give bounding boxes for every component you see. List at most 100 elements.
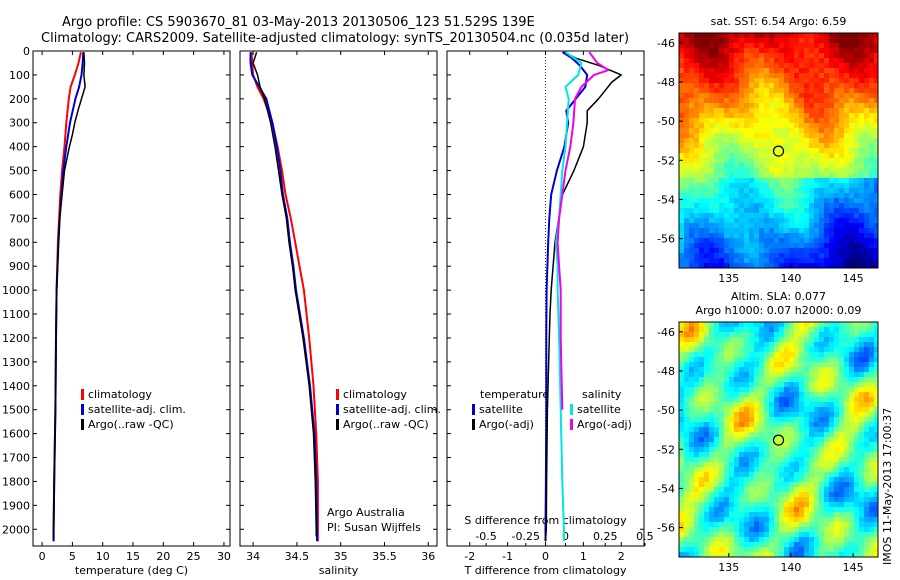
heatmap-cell	[794, 457, 799, 462]
heatmap-cell	[679, 487, 684, 492]
heatmap-cell	[819, 387, 824, 392]
heatmap-cell	[819, 457, 824, 462]
heatmap-cell	[824, 233, 829, 238]
heatmap-cell	[764, 427, 769, 432]
heatmap-cell	[849, 527, 854, 532]
heatmap-cell	[739, 367, 744, 372]
heatmap-cell	[774, 213, 779, 218]
series-salinity-climatology	[250, 52, 319, 542]
heatmap-cell	[764, 123, 769, 128]
heatmap-cell	[719, 532, 724, 537]
heatmap-cell	[784, 372, 789, 377]
heatmap-cell	[809, 472, 814, 477]
heatmap-cell	[684, 327, 689, 332]
heatmap-cell	[874, 357, 878, 362]
heatmap-cell	[804, 43, 809, 48]
heatmap-cell	[729, 392, 734, 397]
heatmap-cell	[699, 397, 704, 402]
heatmap-cell	[754, 422, 759, 427]
heatmap-cell	[769, 108, 774, 113]
heatmap-cell	[734, 342, 739, 347]
heatmap-cell	[774, 377, 779, 382]
heatmap-cell	[819, 527, 824, 532]
heatmap-cell	[874, 53, 878, 58]
heatmap-cell	[844, 502, 849, 507]
heatmap-cell	[849, 148, 854, 153]
heatmap-cell	[734, 497, 739, 502]
heatmap-cell	[769, 153, 774, 158]
heatmap-cell	[759, 63, 764, 68]
heatmap-cell	[714, 542, 719, 547]
heatmap-cell	[709, 402, 714, 407]
heatmap-cell	[679, 492, 684, 497]
heatmap-cell	[804, 178, 809, 183]
heatmap-cell	[799, 337, 804, 342]
heatmap-cell	[869, 108, 874, 113]
heatmap-cell	[769, 407, 774, 412]
heatmap-cell	[874, 163, 878, 168]
heatmap-cell	[779, 477, 784, 482]
heatmap-cell	[749, 198, 754, 203]
heatmap-cell	[714, 203, 719, 208]
heatmap-cell	[729, 432, 734, 437]
heatmap-cell	[864, 243, 869, 248]
heatmap-cell	[714, 183, 719, 188]
heatmap-cell	[854, 113, 859, 118]
heatmap-cell	[709, 417, 714, 422]
heatmap-cell	[749, 248, 754, 253]
heatmap-cell	[829, 238, 834, 243]
heatmap-cell	[699, 372, 704, 377]
heatmap-cell	[704, 48, 709, 53]
heatmap-cell	[769, 118, 774, 123]
heatmap-cell	[789, 138, 794, 143]
depth-tick-label: 600	[9, 188, 30, 201]
heatmap-cell	[789, 342, 794, 347]
heatmap-cell	[804, 138, 809, 143]
heatmap-cell	[819, 33, 824, 38]
heatmap-cell	[859, 228, 864, 233]
heatmap-cell	[789, 258, 794, 263]
heatmap-cell	[844, 258, 849, 263]
heatmap-cell	[779, 63, 784, 68]
heatmap-cell	[814, 457, 819, 462]
heatmap-cell	[769, 517, 774, 522]
heatmap-cell	[874, 233, 878, 238]
heatmap-cell	[794, 68, 799, 73]
heatmap-cell	[699, 73, 704, 78]
heatmap-cell	[684, 332, 689, 337]
heatmap-cell	[689, 537, 694, 542]
heatmap-cell	[724, 248, 729, 253]
heatmap-cell	[684, 472, 689, 477]
heatmap-cell	[714, 382, 719, 387]
heatmap-cell	[729, 133, 734, 138]
heatmap-cell	[859, 452, 864, 457]
heatmap-cell	[754, 497, 759, 502]
heatmap-cell	[794, 462, 799, 467]
heatmap-cell	[799, 507, 804, 512]
heatmap-cell	[744, 497, 749, 502]
heatmap-cell	[779, 58, 784, 63]
heatmap-cell	[774, 73, 779, 78]
heatmap-cell	[679, 73, 684, 78]
heatmap-cell	[684, 43, 689, 48]
heatmap-cell	[694, 487, 699, 492]
heatmap-cell	[769, 387, 774, 392]
legend-swatch	[472, 419, 475, 430]
heatmap-cell	[839, 347, 844, 352]
heatmap-cell	[729, 412, 734, 417]
heatmap-cell	[704, 392, 709, 397]
heatmap-cell	[739, 98, 744, 103]
heatmap-cell	[869, 362, 874, 367]
heatmap-cell	[809, 412, 814, 417]
heatmap-cell	[694, 482, 699, 487]
heatmap-cell	[729, 68, 734, 73]
heatmap-cell	[764, 68, 769, 73]
heatmap-cell	[789, 238, 794, 243]
heatmap-cell	[874, 173, 878, 178]
heatmap-cell	[794, 103, 799, 108]
heatmap-cell	[679, 133, 684, 138]
heatmap-cell	[679, 397, 684, 402]
heatmap-cell	[754, 377, 759, 382]
heatmap-cell	[739, 497, 744, 502]
heatmap-cell	[764, 148, 769, 153]
